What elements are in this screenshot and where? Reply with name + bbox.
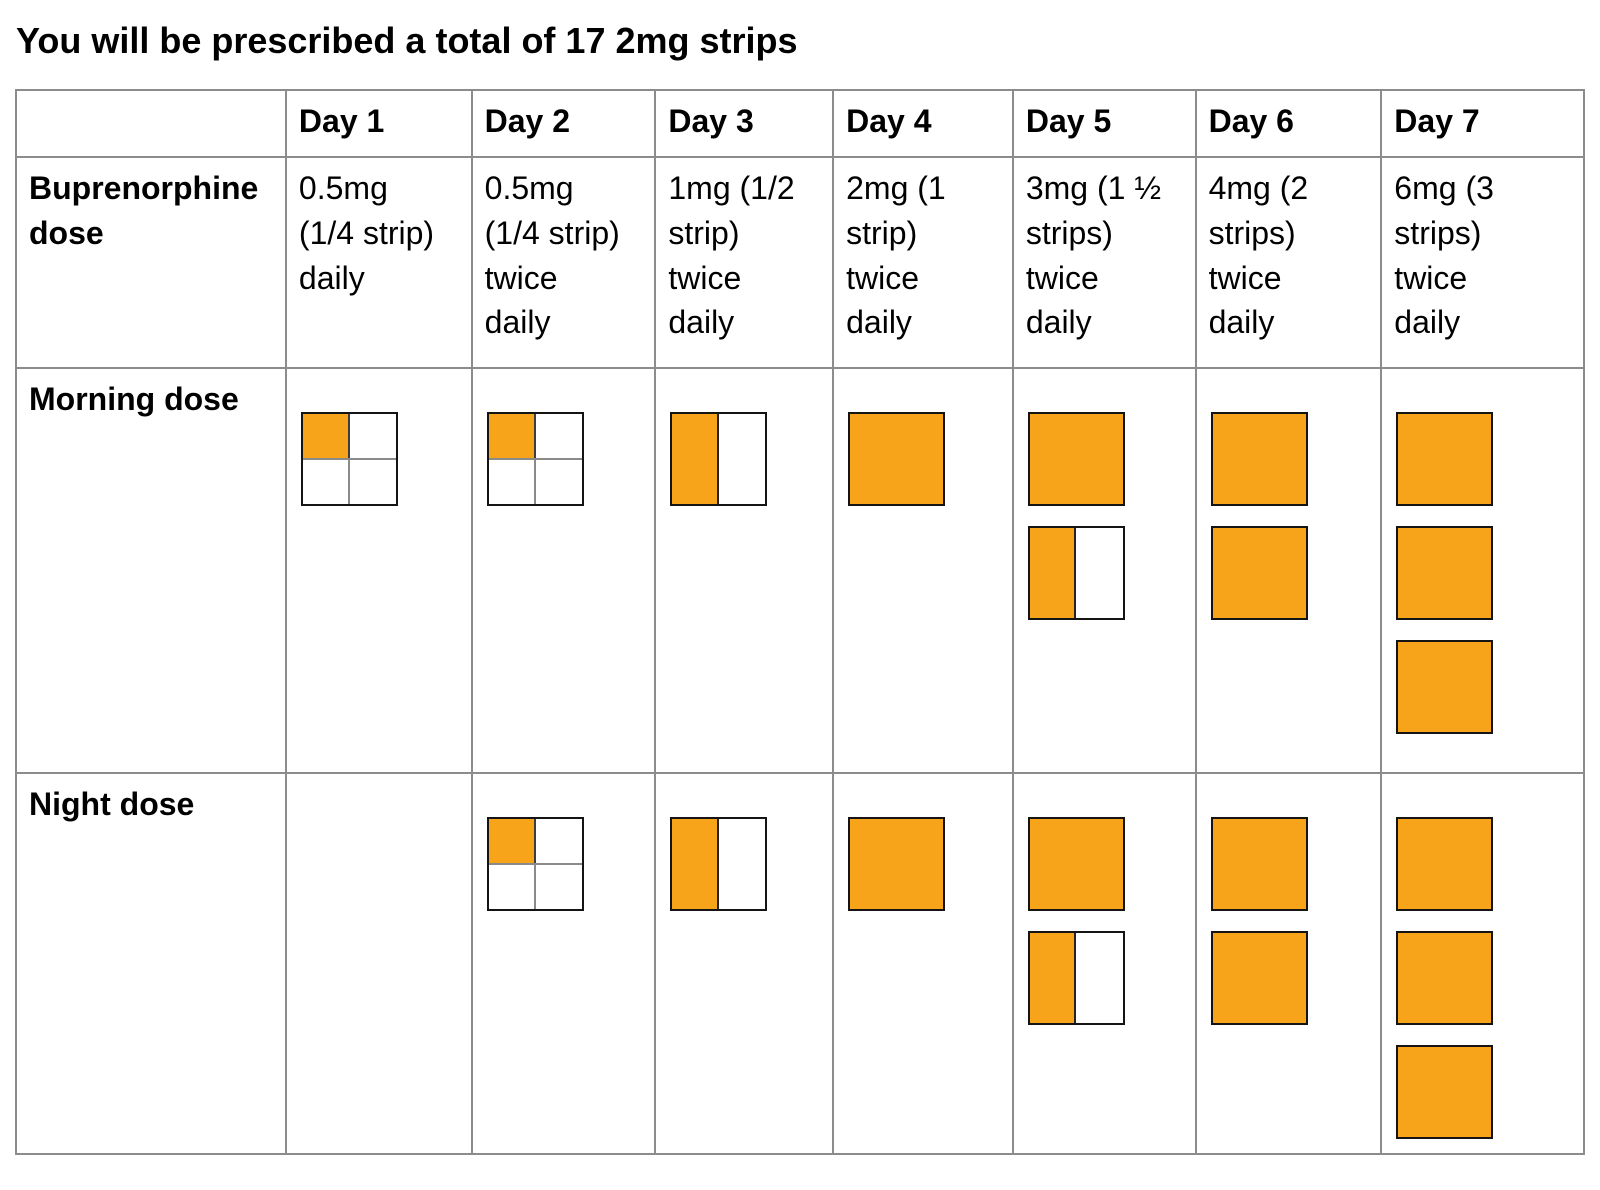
strip-stack [1210, 817, 1369, 1025]
strip-stack [300, 412, 459, 506]
quarter-empty-segment [536, 865, 582, 909]
quarter-empty-segment [536, 414, 582, 458]
night-strips-day-5 [1011, 772, 1197, 1155]
strip-stack [848, 412, 1000, 506]
strip-stack [670, 412, 820, 506]
full-strip [1396, 817, 1494, 911]
dose-row: Buprenorphine dose 0.5mg (1/4 strip) dai… [15, 156, 1585, 369]
quarter-strip [486, 817, 584, 911]
strip-stack [848, 817, 1000, 911]
morning-strips-day-5 [1011, 367, 1197, 774]
full-strip [1210, 931, 1308, 1025]
page-title: You will be prescribed a total of 17 2mg… [16, 20, 798, 61]
half-filled-segment [672, 414, 719, 504]
quarter-empty-segment [488, 460, 535, 504]
quarter-filled-segment [488, 414, 535, 458]
quarter-strip [300, 412, 398, 506]
quarter-filled-segment [488, 819, 535, 863]
half-strip [670, 412, 768, 506]
quarter-filled-segment [302, 414, 349, 458]
full-strip [848, 817, 946, 911]
morning-strips-day-1 [284, 367, 473, 774]
strip-stack [1396, 817, 1571, 1139]
day-header-7: Day 7 [1380, 89, 1585, 158]
dose-cell-day-5: 3mg (1 ½ strips) twice daily [1011, 156, 1197, 369]
full-strip [1210, 817, 1308, 911]
half-filled-segment [1029, 528, 1077, 618]
quarter-empty-segment [536, 819, 582, 863]
full-strip [1396, 1045, 1494, 1139]
half-strip [1027, 931, 1125, 1025]
strip-stack [1027, 817, 1183, 1025]
corner-cell [15, 89, 287, 158]
dose-cell-day-7: 6mg (3 strips) twice daily [1380, 156, 1585, 369]
day-header-6: Day 6 [1194, 89, 1383, 158]
night-strips-day-4 [832, 772, 1014, 1155]
dosing-schedule-table: Day 1 Day 2 Day 3 Day 4 Day 5 Day 6 Day 7 Bupr… [15, 89, 1585, 1155]
night-dose-row: Night dose [15, 772, 1585, 1155]
half-strip [670, 817, 768, 911]
full-strip [1396, 640, 1494, 734]
strip-stack [486, 817, 643, 911]
quarter-empty-segment [350, 414, 396, 458]
day-header-3: Day 3 [654, 89, 835, 158]
half-strip [1027, 526, 1125, 620]
full-strip [1396, 526, 1494, 620]
morning-strips-day-6 [1194, 367, 1383, 774]
morning-strips-day-2 [470, 367, 657, 774]
half-filled-segment [1029, 933, 1077, 1023]
strip-stack [1027, 412, 1183, 620]
half-filled-segment [672, 819, 719, 909]
night-strips-day-6 [1194, 772, 1383, 1155]
dose-cell-day-6: 4mg (2 strips) twice daily [1194, 156, 1383, 369]
morning-strips-day-3 [654, 367, 835, 774]
dose-cell-day-2: 0.5mg (1/4 strip) twice daily [470, 156, 657, 369]
full-strip [1027, 817, 1125, 911]
quarter-empty-segment [350, 460, 396, 504]
row-label-night-dose: Night dose [15, 772, 287, 1155]
dose-cell-day-4: 2mg (1 strip) twice daily [832, 156, 1014, 369]
morning-strips-day-4 [832, 367, 1014, 774]
full-strip [1210, 526, 1308, 620]
day-header-2: Day 2 [470, 89, 657, 158]
full-strip [848, 412, 946, 506]
strip-stack [670, 817, 820, 911]
full-strip [1396, 931, 1494, 1025]
row-label-buprenorphine-dose: Buprenorphine dose [15, 156, 287, 369]
dose-cell-day-3: 1mg (1/2 strip) twice daily [654, 156, 835, 369]
day-header-1: Day 1 [284, 89, 473, 158]
night-strips-day-1 [284, 772, 473, 1155]
quarter-empty-segment [536, 460, 582, 504]
header-row: Day 1 Day 2 Day 3 Day 4 Day 5 Day 6 Day 7 [15, 89, 1585, 158]
morning-dose-row: Morning dose [15, 367, 1585, 774]
night-strips-day-7 [1380, 772, 1585, 1155]
day-header-4: Day 4 [832, 89, 1014, 158]
dose-cell-day-1: 0.5mg (1/4 strip) daily [284, 156, 473, 369]
full-strip [1027, 412, 1125, 506]
full-strip [1396, 412, 1494, 506]
strip-stack [1396, 412, 1571, 734]
strip-stack [486, 412, 643, 506]
night-strips-day-3 [654, 772, 835, 1155]
quarter-empty-segment [302, 460, 349, 504]
quarter-strip [486, 412, 584, 506]
night-strips-day-2 [470, 772, 657, 1155]
full-strip [1210, 412, 1308, 506]
strip-stack [1210, 412, 1369, 620]
row-label-morning-dose: Morning dose [15, 367, 287, 774]
day-header-5: Day 5 [1011, 89, 1197, 158]
morning-strips-day-7 [1380, 367, 1585, 774]
quarter-empty-segment [488, 865, 535, 909]
